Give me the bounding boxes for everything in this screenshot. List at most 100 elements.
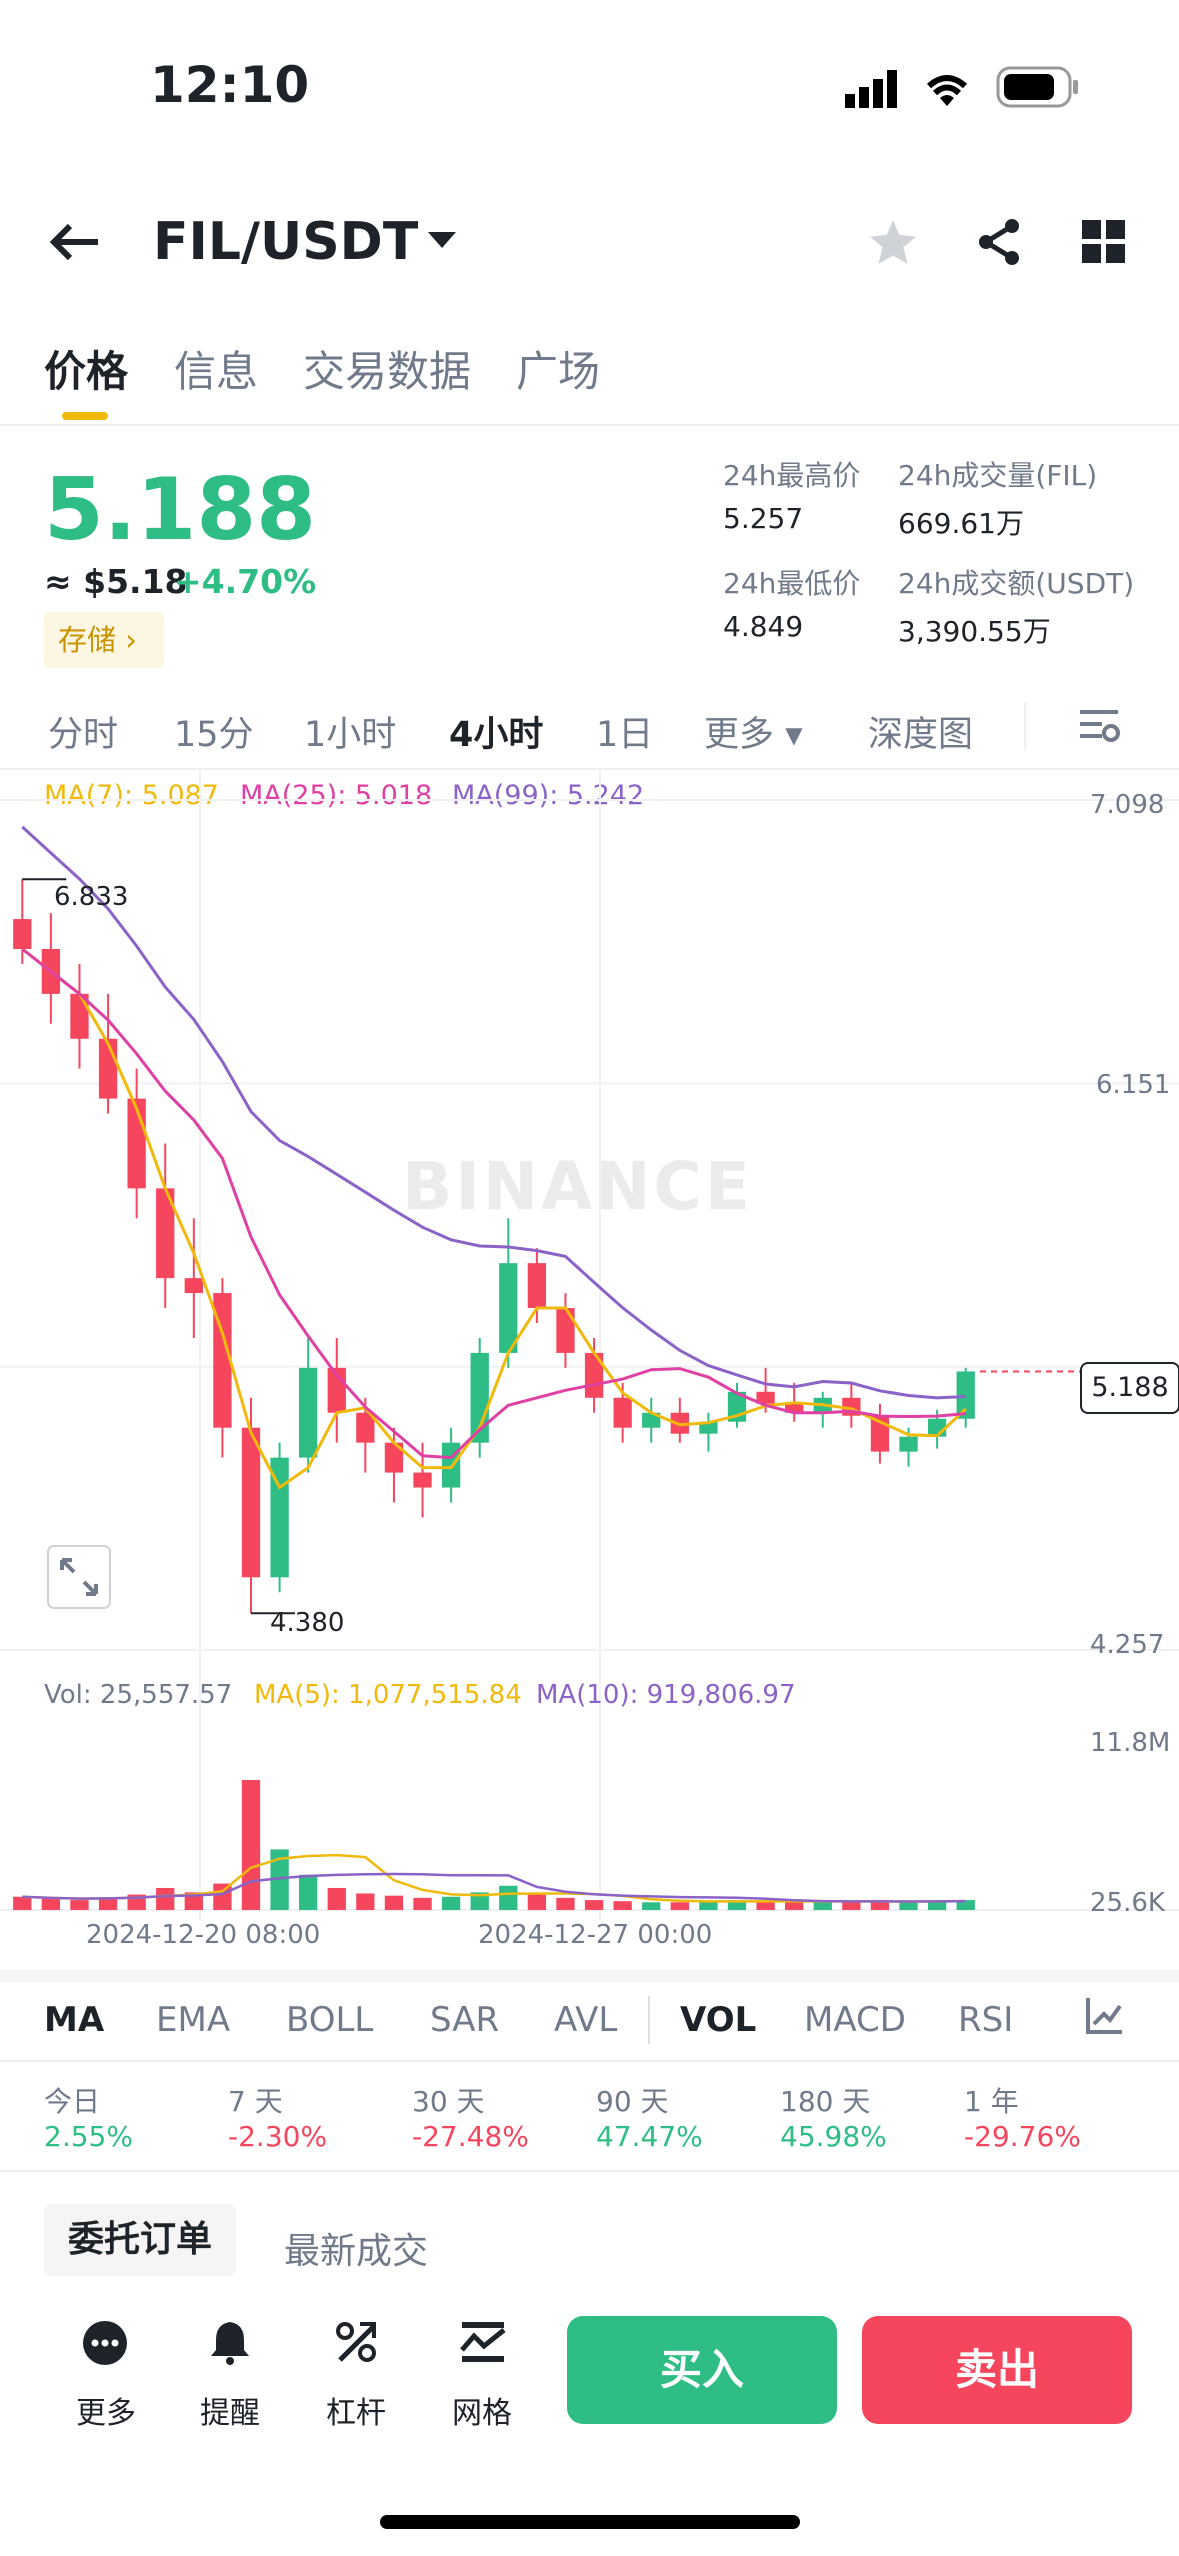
vol-tick-top: 11.8M [1090,1728,1171,1758]
share-icon[interactable] [976,218,1024,270]
x-tick-2: 2024-12-27 00:00 [478,1920,713,1950]
tf-timeshare[interactable]: 分时 [48,715,119,755]
ma7-legend: MA(7): 5.087 [44,780,219,811]
expand-icon[interactable] [46,1544,112,1614]
y-tick-bottom: 4.257 [1090,1630,1165,1660]
ind-boll[interactable]: BOLL [286,2000,374,2040]
vol-usdt-label: 24h成交额(USDT) [898,567,1135,600]
candle-body [70,993,89,1039]
ind-macd[interactable]: MACD [804,2000,906,2040]
signal-icon [845,70,905,112]
leverage-label[interactable]: 杠杆 [326,2396,386,2431]
ind-avl[interactable]: AVL [554,2000,618,2040]
vol-ma10-legend: MA(10): 919,806.97 [536,1680,796,1710]
candle-body [499,1263,518,1353]
candle-body [299,1367,318,1458]
perf-label-today: 今日 [44,2085,101,2118]
candle-body [413,1472,432,1488]
candle-body [98,1038,118,1099]
storage-tag[interactable]: 存储 › [44,612,164,668]
favorite-star-icon[interactable] [868,218,918,270]
tab-square[interactable]: 广场 [516,347,601,396]
chart-settings-icon[interactable] [1078,706,1122,750]
open-orders-tab[interactable]: 委托订单 [44,2204,236,2276]
candle-body [956,1371,975,1419]
volume-bar [956,1900,975,1910]
volume-bar [670,1902,689,1910]
tf-more[interactable]: 更多 ▾ [704,715,803,755]
high-marker-label: 6.833 [54,882,129,912]
grid-trading-icon[interactable] [460,2320,506,2368]
low-label: 24h最低价 [723,567,861,600]
perf-value-7d: -2.30% [228,2120,328,2153]
dropdown-caret-icon[interactable] [428,232,456,254]
leverage-icon[interactable] [334,2320,378,2368]
volume-bar [441,1896,461,1910]
candle-body [556,1308,575,1353]
more-icon[interactable] [82,2320,128,2370]
vol-fil-label: 24h成交量(FIL) [898,459,1098,492]
tab-indicator [62,412,108,420]
tf-depth[interactable]: 深度图 [868,715,974,755]
vol-fil-value: 669.61万 [898,507,1024,540]
tab-trade-data[interactable]: 交易数据 [303,347,472,396]
candlestick-chart[interactable] [0,770,1179,1920]
volume-bar [356,1893,375,1910]
candle-body [184,1278,203,1294]
home-indicator [380,2515,800,2529]
volume-bar [899,1902,918,1910]
price-change: +4.70% [174,562,317,601]
tf-4h[interactable]: 4小时 [449,715,544,755]
vol-ma10-line [22,1872,966,1903]
candle-body [241,1427,261,1578]
wifi-icon [920,66,974,114]
pair-title[interactable]: FIL/USDT [153,212,419,272]
last-price: 5.188 [44,460,317,560]
volume-bar [41,1898,61,1910]
candle-body [642,1412,661,1428]
tab-price[interactable]: 价格 [44,347,129,396]
divider [0,424,1179,426]
ind-sar[interactable]: SAR [430,2000,500,2040]
perf-label-90d: 90 天 [596,2085,669,2118]
vol-tick-bottom: 25.6K [1090,1888,1165,1918]
ind-rsi[interactable]: RSI [958,2000,1014,2040]
apps-grid-icon[interactable] [1082,220,1126,268]
ind-vol[interactable]: VOL [680,2000,757,2040]
volume-bar [927,1901,947,1910]
x-tick-1: 2024-12-20 08:00 [86,1920,321,1950]
grid-label[interactable]: 网格 [452,2396,512,2431]
tf-15m[interactable]: 15分 [174,715,254,755]
sell-button[interactable]: 卖出 [862,2316,1132,2424]
more-label[interactable]: 更多 [76,2396,136,2431]
high-label: 24h最高价 [723,459,861,492]
candle-body [470,1352,489,1443]
ind-ema[interactable]: EMA [156,2000,231,2040]
volume-bar [98,1897,118,1910]
buy-button[interactable]: 买入 [567,2316,837,2424]
current-price-tag: 5.188 [1080,1362,1179,1414]
alert-label[interactable]: 提醒 [200,2396,260,2431]
status-time: 12:10 [150,56,310,114]
volume-bar [584,1900,604,1910]
ind-ma[interactable]: MA [44,2000,105,2040]
back-arrow-icon[interactable] [48,222,100,266]
candle-body [356,1412,375,1443]
tf-1d[interactable]: 1日 [596,715,654,755]
volume-bar [270,1849,289,1910]
tf-1h[interactable]: 1小时 [304,715,397,755]
volume-bar [727,1900,747,1910]
volume-bar [785,1902,804,1910]
divider [0,2060,1179,2062]
perf-value-30d: -27.48% [412,2120,529,2153]
indicator-settings-icon[interactable] [1084,1996,1124,2040]
bell-icon[interactable] [208,2318,252,2370]
volume-bar [699,1901,718,1910]
latest-trades-tab[interactable]: 最新成交 [284,2231,429,2272]
ma99-line [21,825,966,1400]
divider [1024,702,1026,750]
volume-bar [613,1901,632,1910]
volume-bar [156,1887,175,1910]
tab-info[interactable]: 信息 [174,347,259,396]
candle-body [213,1293,232,1428]
